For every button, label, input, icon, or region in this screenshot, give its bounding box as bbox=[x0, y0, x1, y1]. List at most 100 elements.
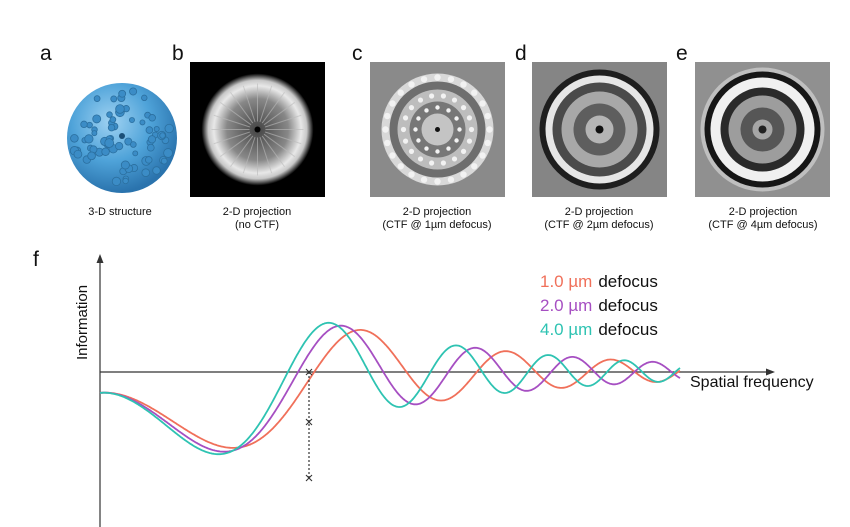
projection-dot bbox=[484, 112, 491, 120]
virus-bump bbox=[120, 160, 130, 170]
virus-bump bbox=[145, 156, 153, 164]
projection-dot bbox=[484, 139, 491, 147]
projection-dot bbox=[408, 171, 415, 178]
virus-bump bbox=[110, 95, 118, 103]
panel-letter-b: b bbox=[172, 42, 184, 65]
caption-c: 2-D projection (CTF @ 1µm defocus) bbox=[362, 206, 512, 232]
projection-dot bbox=[451, 97, 458, 103]
virus-bump bbox=[106, 111, 113, 118]
legend-item-4um: 4.0 µm defocus bbox=[540, 318, 658, 342]
projection-dot bbox=[479, 100, 486, 107]
projection-dot bbox=[466, 115, 473, 121]
virus-bump bbox=[152, 166, 161, 175]
caption-d-line1: 2-D projection bbox=[564, 206, 634, 218]
projection-dot bbox=[408, 105, 415, 111]
virus-bump bbox=[124, 137, 133, 146]
cross-marker bbox=[305, 368, 313, 376]
projection-dot bbox=[384, 139, 391, 147]
virus-bump bbox=[91, 130, 98, 137]
spokes-b bbox=[211, 83, 304, 176]
panel-letter-f: f bbox=[33, 248, 39, 271]
ctf-curve-4um bbox=[99, 321, 681, 456]
ctf-curve-2um bbox=[99, 324, 681, 453]
projection-dot bbox=[440, 160, 447, 166]
x-axis-arrow bbox=[766, 368, 775, 376]
virus-bump bbox=[115, 104, 125, 114]
projection-dot bbox=[416, 116, 421, 121]
projection-dot bbox=[400, 126, 407, 133]
virus-bump bbox=[148, 114, 156, 122]
virus-bump bbox=[141, 168, 151, 177]
virus-bump bbox=[70, 134, 79, 143]
projection-dot bbox=[479, 152, 486, 159]
projection-dot bbox=[428, 93, 435, 99]
virus-bump bbox=[73, 149, 83, 159]
caption-c-line1: 2-D projection bbox=[402, 206, 472, 218]
projection-dot bbox=[435, 149, 440, 154]
projection-dot bbox=[460, 105, 467, 111]
legend-item-2um: 2.0 µm defocus bbox=[540, 294, 658, 318]
virus-bump bbox=[87, 151, 96, 161]
panel-letter-d: d bbox=[515, 42, 527, 65]
projection-dot bbox=[408, 148, 415, 154]
caption-b-line1: 2-D projection bbox=[222, 206, 292, 218]
virus-bump bbox=[84, 134, 94, 144]
projection-dot bbox=[408, 81, 415, 88]
projection-spoke bbox=[230, 91, 254, 124]
virus-bump bbox=[159, 132, 166, 139]
caption-a-line1: 3-D structure bbox=[88, 206, 152, 218]
projection-ctf-1um-image bbox=[370, 62, 505, 197]
virus-bump bbox=[128, 117, 135, 124]
projection-dot bbox=[447, 76, 455, 83]
virus-bump bbox=[164, 123, 174, 134]
virus-bump bbox=[139, 119, 146, 126]
panel-letter-a: a bbox=[40, 42, 52, 65]
projection-dot bbox=[451, 156, 458, 162]
x-axis-label: Spatial frequency bbox=[690, 374, 814, 391]
cross-markers bbox=[305, 368, 313, 482]
virus-bump bbox=[145, 126, 154, 134]
virus-bump bbox=[101, 147, 110, 156]
caption-b: 2-D projection (no CTF) bbox=[182, 206, 332, 232]
ctf-curve-1um bbox=[99, 329, 681, 449]
legend: 1.0 µm defocus 2.0 µm defocus 4.0 µm defocu… bbox=[540, 270, 658, 342]
virus-bump bbox=[93, 95, 101, 102]
projection-dot bbox=[420, 76, 428, 83]
virus-bump bbox=[163, 148, 173, 158]
virus-bump bbox=[153, 126, 160, 132]
projection-no-ctf-image bbox=[190, 62, 325, 197]
y-axis-label: Information bbox=[74, 284, 91, 360]
caption-e: 2-D projection (CTF @ 4µm defocus) bbox=[688, 206, 838, 232]
projection-dot bbox=[402, 138, 409, 144]
projection-dot bbox=[424, 108, 429, 113]
projection-dot bbox=[454, 138, 459, 143]
legend-value-2um: 2.0 µm bbox=[540, 296, 593, 315]
caption-d-line2: (CTF @ 2µm defocus) bbox=[544, 219, 654, 231]
projection-dot bbox=[468, 126, 475, 133]
projection-spoke bbox=[264, 114, 302, 128]
projection-dot bbox=[424, 146, 429, 151]
legend-word-2um: defocus bbox=[598, 296, 658, 315]
projection-dot bbox=[384, 112, 391, 120]
projection-dot bbox=[397, 163, 404, 170]
virus-bump bbox=[92, 114, 102, 124]
virus-bump bbox=[80, 120, 88, 129]
projection-ctf-2um-image bbox=[532, 62, 667, 197]
projection-dot bbox=[420, 176, 428, 183]
projection-spoke bbox=[263, 102, 296, 126]
caption-a: 3-D structure bbox=[45, 206, 195, 219]
legend-item-1um: 1.0 µm defocus bbox=[540, 270, 658, 294]
cross-marker bbox=[305, 418, 313, 426]
legend-word-1um: defocus bbox=[598, 272, 658, 291]
panel-letter-c: c bbox=[352, 42, 363, 65]
panel-letter-e: e bbox=[676, 42, 688, 65]
projection-spoke bbox=[259, 136, 273, 174]
projection-spoke bbox=[261, 91, 285, 124]
projection-dot bbox=[434, 74, 441, 81]
projection-spoke bbox=[242, 85, 256, 123]
caption-e-line2: (CTF @ 4µm defocus) bbox=[708, 219, 818, 231]
projection-ctf-4um-image bbox=[695, 62, 830, 197]
caption-b-line2: (no CTF) bbox=[235, 219, 279, 231]
legend-value-4um: 4.0 µm bbox=[540, 320, 593, 339]
virus-bump bbox=[132, 150, 139, 157]
